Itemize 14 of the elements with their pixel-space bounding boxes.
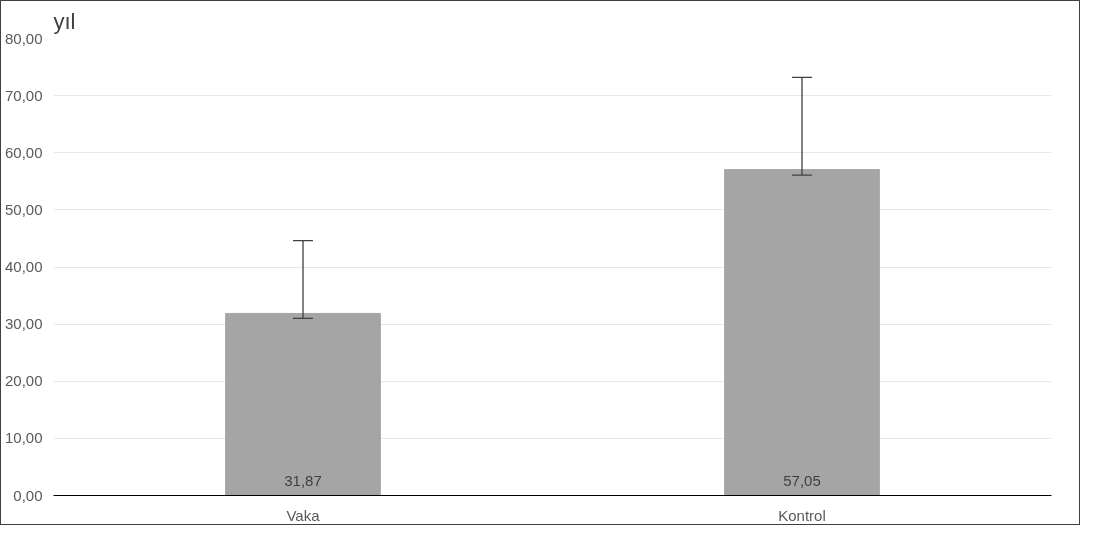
data-label: 57,05 bbox=[783, 471, 821, 489]
y-tick-label: 10,00 bbox=[4, 429, 43, 447]
y-tick-label: 20,00 bbox=[4, 372, 43, 390]
y-tick-label: 0,00 bbox=[13, 486, 43, 504]
x-tick-label: Vaka bbox=[286, 506, 321, 524]
chart-title: yıl bbox=[53, 8, 76, 34]
y-tick-label: 40,00 bbox=[4, 258, 43, 275]
x-tick-label: Kontrol bbox=[778, 506, 826, 524]
y-tick-label: 80,00 bbox=[4, 29, 43, 47]
data-label: 31,87 bbox=[284, 471, 322, 489]
y-tick-label: 60,00 bbox=[4, 143, 43, 161]
y-tick-label: 30,00 bbox=[4, 315, 43, 333]
y-tick-label: 70,00 bbox=[4, 86, 43, 104]
y-tick-label: 50,00 bbox=[4, 200, 43, 218]
